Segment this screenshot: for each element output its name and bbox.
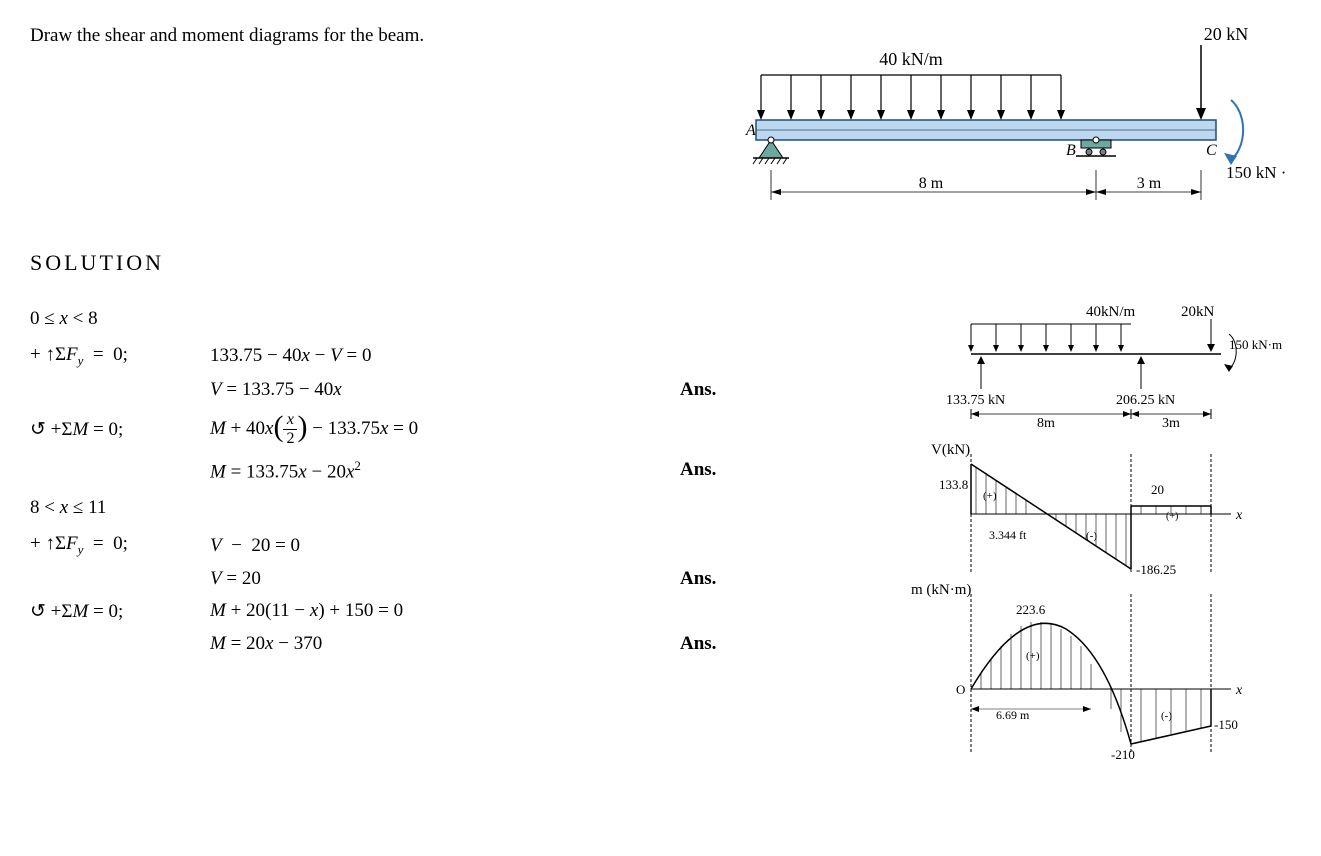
svg-text:40kN/m: 40kN/m xyxy=(1086,304,1136,320)
moment-label: 150 kN · m xyxy=(1226,163,1291,182)
m-eq-1: M + 40x(x2) − 133.75x = 0 xyxy=(210,411,680,448)
range1: 0 ≤ x < 8 xyxy=(30,308,860,330)
fbd-sketch: 40kN/m 20kN 150 kN·m 133.75 kN 206.25 kN xyxy=(946,304,1282,431)
svg-text:206.25 kN: 206.25 kN xyxy=(1116,393,1175,408)
svg-text:x: x xyxy=(1235,683,1243,698)
svg-text:(+): (+) xyxy=(1166,511,1178,522)
m-prefix-1: ↺ +ΣM = 0; xyxy=(30,418,210,441)
span-AB: 8 m xyxy=(919,175,944,192)
svg-text:133.75 kN: 133.75 kN xyxy=(946,393,1005,408)
svg-text:x: x xyxy=(1235,508,1243,523)
svg-text:O: O xyxy=(956,682,965,697)
range2: 8 < x ≤ 11 xyxy=(30,497,860,519)
ans-label: Ans. xyxy=(680,379,716,401)
problem-statement: Draw the shear and moment diagrams for t… xyxy=(30,20,424,47)
svg-text:m (kN·m): m (kN·m) xyxy=(911,582,971,598)
support-B-label: B xyxy=(1066,142,1076,159)
fy-eq-2: V − 20 = 0 xyxy=(210,535,680,557)
svg-text:8m: 8m xyxy=(1037,416,1055,431)
svg-text:(-): (-) xyxy=(1161,710,1172,722)
M-eq-1: M = 133.75x − 20x2 xyxy=(210,458,680,483)
beam-diagram: 40 kN/m 20 kN A B xyxy=(731,20,1291,220)
m-eq-2: M + 20(11 − x) + 150 = 0 xyxy=(210,600,680,622)
svg-text:3.344 ft: 3.344 ft xyxy=(989,528,1027,542)
diagram-column: 40kN/m 20kN 150 kN·m 133.75 kN 206.25 kN xyxy=(911,294,1291,774)
V-eq-2: V = 20 xyxy=(210,568,680,590)
fy-prefix-2: + ↑ΣFy = 0; xyxy=(30,533,210,558)
m-prefix-2: ↺ +ΣM = 0; xyxy=(30,600,210,623)
fy-prefix-1: + ↑ΣFy = 0; xyxy=(30,344,210,369)
ans-label: Ans. xyxy=(680,459,716,481)
svg-text:20kN: 20kN xyxy=(1181,304,1215,320)
svg-text:(+): (+) xyxy=(1026,650,1040,662)
fy-eq-1: 133.75 − 40x − V = 0 xyxy=(210,345,680,367)
support-A-label: A xyxy=(745,122,756,139)
point-load-label: 20 kN xyxy=(1204,24,1249,44)
svg-text:223.6: 223.6 xyxy=(1016,602,1046,617)
ans-label: Ans. xyxy=(680,568,716,590)
M-eq-2: M = 20x − 370 xyxy=(210,633,680,655)
shear-diagram: V(kN) xyxy=(931,442,1243,577)
solution-heading: SOLUTION xyxy=(30,250,1291,276)
svg-text:3m: 3m xyxy=(1162,416,1180,431)
svg-text:133.8: 133.8 xyxy=(939,477,968,492)
svg-text:6.69 m: 6.69 m xyxy=(996,708,1030,722)
svg-text:(+): (+) xyxy=(983,490,997,502)
svg-text:-186.25: -186.25 xyxy=(1136,562,1176,577)
moment-diagram: m (kN·m) xyxy=(911,582,1243,762)
svg-text:V(kN): V(kN) xyxy=(931,442,970,458)
math-column: 0 ≤ x < 8 + ↑ΣFy = 0; 133.75 − 40x − V =… xyxy=(30,294,860,665)
svg-text:20: 20 xyxy=(1151,482,1164,497)
svg-text:-210: -210 xyxy=(1111,747,1135,762)
svg-text:-150: -150 xyxy=(1214,717,1238,732)
V-eq-1: V = 133.75 − 40x xyxy=(210,379,680,401)
svg-text:150 kN·m: 150 kN·m xyxy=(1229,337,1282,352)
distributed-load-label: 40 kN/m xyxy=(879,49,943,69)
support-C-label: C xyxy=(1206,142,1217,159)
ans-label: Ans. xyxy=(680,633,716,655)
svg-text:(-): (-) xyxy=(1086,530,1097,542)
span-BC: 3 m xyxy=(1137,175,1162,192)
